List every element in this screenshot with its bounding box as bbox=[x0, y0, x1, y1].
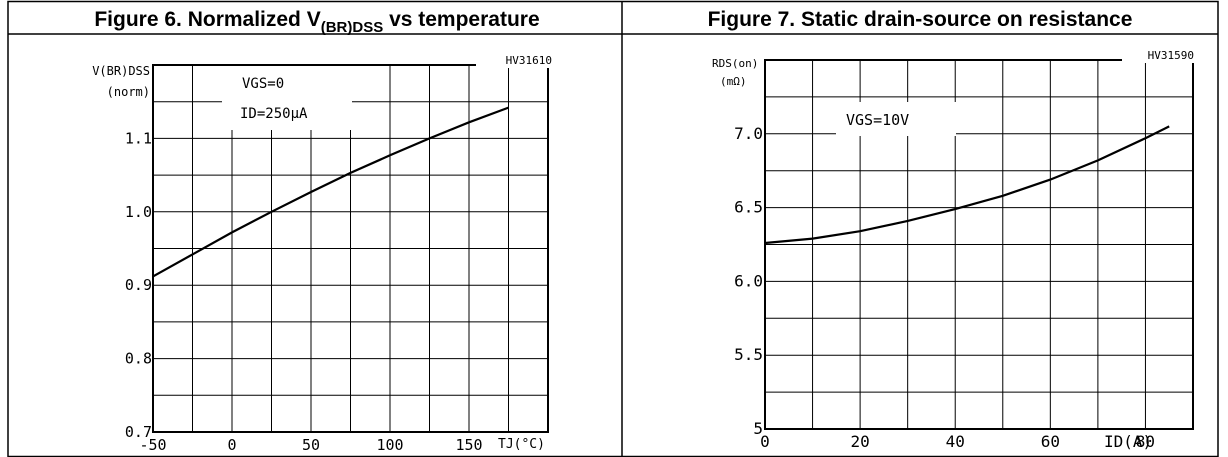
chart-1-ylabel-line1: V(BR)DSS bbox=[92, 64, 150, 78]
chart-1-x-tick-label: 50 bbox=[302, 436, 320, 454]
chart-1-ylabel-box bbox=[70, 60, 152, 102]
chart-2-x-tick-labels: 0 20 40 60 80 bbox=[760, 432, 1155, 451]
chart-2-code-box bbox=[1122, 50, 1196, 63]
outer-border bbox=[7, 0, 1219, 457]
chart-1-code-box bbox=[476, 55, 554, 68]
chart-1-x-tick-label: 0 bbox=[227, 436, 236, 454]
chart-2-y-tick-label: 5.5 bbox=[734, 345, 763, 364]
chart-1-plot-frame bbox=[152, 64, 549, 433]
chart-2-annotation-vgs: VGS=10V bbox=[846, 111, 909, 129]
chart-2-xlabel: ID(A) bbox=[1104, 432, 1152, 451]
chart-2-y-tick-label: 6.0 bbox=[734, 271, 763, 290]
chart-1-ylabel-line2: (norm) bbox=[107, 85, 150, 99]
chart-1-x-tick-label: -50 bbox=[139, 436, 166, 454]
chart-1-y-tick-label: 0.8 bbox=[125, 350, 152, 368]
chart-2-y-tick-label: 6.5 bbox=[734, 198, 763, 217]
chart-2-x-tick-label: 80 bbox=[1136, 432, 1155, 451]
figure-6-title: Figure 6. Normalized V(BR)DSS vs tempera… bbox=[94, 8, 539, 36]
chart-2-x-tick-label: 20 bbox=[850, 432, 869, 451]
chart-1-series-line bbox=[152, 106, 509, 278]
chart-2-code: HV31590 bbox=[1148, 49, 1194, 62]
chart-1-y-tick-labels: 0.7 0.8 0.9 1.0 1.1 bbox=[125, 129, 152, 441]
chart-1-annotation-vgs: VGS=0 bbox=[242, 76, 284, 92]
chart-2-grid bbox=[765, 60, 1193, 429]
figure-7-title: Figure 7. Static drain-source on resista… bbox=[708, 8, 1133, 31]
chart-1-x-tick-labels: -50 0 50 100 150 bbox=[139, 436, 482, 454]
chart-1-y-tick-label: 1.0 bbox=[125, 203, 152, 221]
chart-2-series-line bbox=[764, 125, 1170, 245]
chart-2-ylabel-line2: (mΩ) bbox=[720, 75, 747, 88]
chart-1-y-tick-label: 1.1 bbox=[125, 129, 152, 147]
chart-2-x-tick-label: 60 bbox=[1041, 432, 1060, 451]
chart-1-xlabel: TJ(°C) bbox=[498, 437, 545, 452]
chart-figure-6: -50 0 50 100 150 0.7 0.8 0.9 1.0 1.1 HV31610 V(B… bbox=[70, 54, 554, 454]
chart-figure-7: 0 20 40 60 80 55.56.06.57.0 HV31590 RDS(on) … bbox=[712, 49, 1196, 451]
chart-2-x-tick-label: 40 bbox=[946, 432, 965, 451]
chart-1-x-tick-label: 150 bbox=[455, 436, 482, 454]
chart-1-code: HV31610 bbox=[506, 54, 552, 67]
chart-1-annotation-id: ID=250µA bbox=[240, 106, 308, 122]
chart-1-y-tick-label: 0.7 bbox=[125, 423, 152, 441]
chart-2-plot-frame bbox=[764, 59, 1194, 430]
chart-2-ylabel-line1: RDS(on) bbox=[712, 57, 758, 70]
chart-2-y-tick-label: 5 bbox=[753, 419, 763, 438]
chart-2-x-tick-label: 0 bbox=[760, 432, 770, 451]
chart-2-annotation-box bbox=[836, 102, 956, 136]
chart-1-annotation-box bbox=[222, 66, 352, 130]
chart-1-y-tick-label: 0.9 bbox=[125, 276, 152, 294]
chart-1-x-tick-label: 100 bbox=[376, 436, 403, 454]
chart-2-y-tick-labels: 5 5.5 6.0 6.5 7.0 bbox=[734, 124, 763, 438]
chart-2-y-tick-label: 7.0 bbox=[734, 124, 763, 143]
